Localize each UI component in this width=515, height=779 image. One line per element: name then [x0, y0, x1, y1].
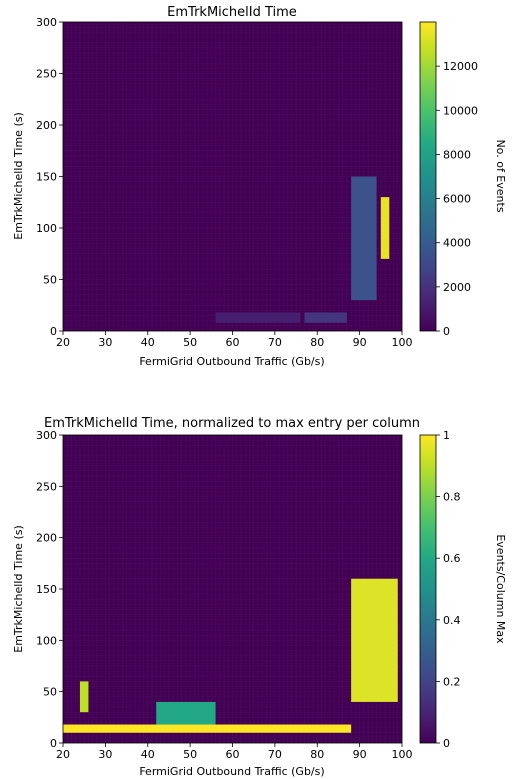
chart-2-colorbar-label: Events/Column Max [494, 534, 507, 644]
chart-2-heatmap [62, 434, 403, 744]
colorbar-tick-label: 4000 [443, 237, 471, 250]
heatmap-cell-region-4 [380, 197, 390, 259]
y-tick-label: 200 [36, 119, 57, 132]
colorbar-tick-label: 0.8 [443, 491, 461, 504]
x-tick-label: 60 [226, 748, 240, 761]
x-tick-label: 90 [353, 748, 367, 761]
x-tick-label: 90 [353, 336, 367, 349]
chart-1-title: EmTrkMichelId Time [167, 5, 297, 20]
y-tick-label: 150 [36, 171, 57, 184]
x-tick-label: 70 [268, 336, 282, 349]
x-tick-label: 30 [98, 748, 112, 761]
chart-1-colorbar-label: No. of Events [494, 139, 507, 212]
chart-2: EmTrkMichelId Time, normalized to max en… [12, 416, 507, 778]
y-tick-label: 50 [43, 274, 57, 287]
x-tick-label: 20 [56, 336, 70, 349]
heatmap-cell-region-3 [351, 176, 377, 301]
y-tick-label: 300 [36, 16, 57, 29]
y-tick-label: 0 [50, 737, 57, 750]
x-tick-label: 100 [392, 748, 413, 761]
y-tick-label: 50 [43, 686, 57, 699]
x-tick-label: 60 [226, 336, 240, 349]
colorbar-tick-label: 0.4 [443, 614, 461, 627]
chart-2-y-label: EmTrkMichelId Time (s) [12, 525, 25, 653]
heatmap-cell-region-1 [63, 724, 352, 733]
x-tick-label: 50 [183, 336, 197, 349]
chart-1-y-ticks: 0 50 100 150 200 250 300 [36, 16, 63, 338]
y-tick-label: 200 [36, 532, 57, 545]
y-tick-label: 250 [36, 68, 57, 81]
x-tick-label: 30 [98, 336, 112, 349]
x-tick-label: 80 [310, 336, 324, 349]
x-tick-label: 40 [141, 336, 155, 349]
heatmap-cell-region-4 [351, 578, 398, 702]
colorbar-tick-label: 8000 [443, 148, 471, 161]
y-tick-label: 0 [50, 325, 57, 338]
x-tick-label: 50 [183, 748, 197, 761]
colorbar-tick-label: 0 [443, 737, 450, 750]
colorbar-tick-label: 6000 [443, 193, 471, 206]
chart-2-title: EmTrkMichelId Time, normalized to max en… [44, 416, 420, 431]
chart-2-x-ticks: 20 30 40 50 60 70 80 90 100 [56, 743, 413, 761]
colorbar-tick-label: 0.6 [443, 552, 461, 565]
colorbar-tick-label: 2000 [443, 281, 471, 294]
chart-2-colorbar-ticks: 0 0.2 0.4 0.6 0.8 1 [436, 429, 461, 750]
colorbar-tick-label: 1 [443, 429, 450, 442]
x-tick-label: 100 [392, 336, 413, 349]
colorbar-tick-label: 0 [443, 325, 450, 338]
chart-1-colorbar-ticks: 0 2000 4000 6000 8000 10000 12000 [436, 60, 478, 338]
chart-2-x-label: FermiGrid Outbound Traffic (Gb/s) [139, 765, 324, 778]
heatmap-cell-region-3 [156, 701, 216, 725]
y-tick-label: 250 [36, 480, 57, 493]
chart-1-heatmap [62, 21, 403, 332]
x-tick-label: 20 [56, 748, 70, 761]
colorbar-tick-label: 0.2 [443, 675, 461, 688]
x-tick-label: 40 [141, 748, 155, 761]
y-tick-label: 100 [36, 222, 57, 235]
chart-1-colorbar [419, 21, 437, 332]
x-tick-label: 70 [268, 748, 282, 761]
colorbar-tick-label: 10000 [443, 104, 478, 117]
heatmap-cell-region-1 [215, 312, 301, 323]
chart-1-x-label: FermiGrid Outbound Traffic (Gb/s) [139, 355, 324, 368]
chart-1: EmTrkMichelId Time 20 30 40 50 60 70 80 90 100 0… [12, 5, 507, 368]
y-tick-label: 300 [36, 429, 57, 442]
colorbar-tick-label: 12000 [443, 60, 478, 73]
heatmap-cell-region-2 [79, 681, 89, 713]
x-tick-label: 80 [310, 748, 324, 761]
heatmap-cell-region-2 [304, 312, 347, 323]
chart-1-y-label: EmTrkMichelId Time (s) [12, 112, 25, 240]
chart-2-colorbar [419, 434, 437, 744]
y-tick-label: 100 [36, 634, 57, 647]
chart-2-y-ticks: 0 50 100 150 200 250 300 [36, 429, 63, 750]
y-tick-label: 150 [36, 583, 57, 596]
chart-1-x-ticks: 20 30 40 50 60 70 80 90 100 [56, 331, 413, 349]
